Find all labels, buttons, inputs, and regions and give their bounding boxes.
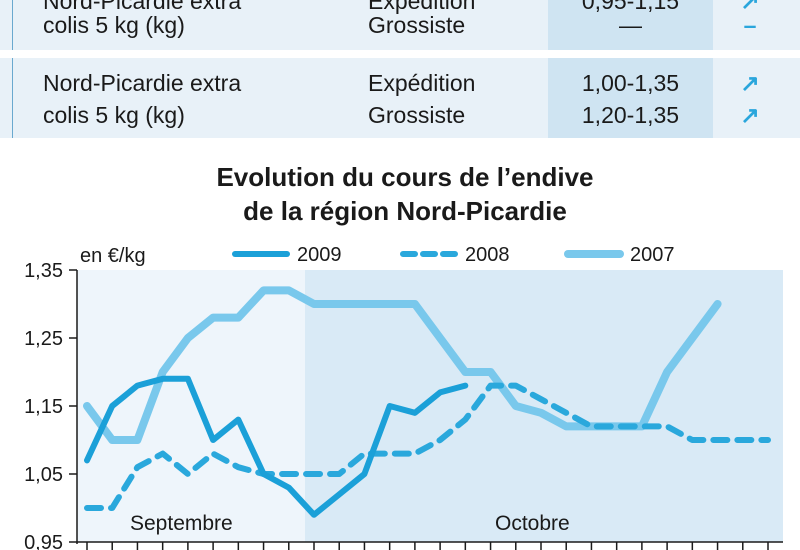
price-range-column: 1,00-1,35 1,20-1,35 — [548, 58, 713, 138]
chart-title-line-2: de la région Nord-Picardie — [243, 196, 567, 226]
stage-expedition: Expédition — [368, 70, 476, 96]
table-border — [12, 58, 13, 138]
legend-label-2009: 2009 — [297, 244, 342, 266]
product-pack: colis 5 kg (kg) — [43, 102, 185, 128]
month-label-september: Septembre — [130, 512, 233, 535]
stage-expedition: Expédition — [368, 0, 476, 14]
price-grossiste: — — [619, 12, 642, 38]
trend-up-icon: ↗ — [740, 102, 760, 128]
price-evolution-chart: 1,351,251,151,050,95 en €/kg 2009 2008 200… — [24, 244, 783, 550]
price-table-row-2: Nord-Picardie extra colis 5 kg (kg) Expé… — [0, 58, 800, 138]
month-label-october: Octobre — [495, 512, 570, 535]
series-line-2009 — [84, 375, 469, 518]
price-table-row-1: Nord-Picardie extra colis 5 kg (kg) Expé… — [0, 0, 800, 50]
plot-background-october — [305, 270, 783, 542]
y-tick-label: 1,15 — [24, 396, 63, 418]
price-grossiste: 1,20-1,35 — [581, 102, 680, 128]
y-tick-label: 1,35 — [24, 260, 63, 282]
price-expedition: 0,95-1,15 — [581, 0, 680, 14]
stage-grossiste: Grossiste — [368, 12, 466, 38]
y-tick-label: 0,95 — [24, 532, 63, 550]
price-expedition: 1,00-1,35 — [581, 70, 680, 96]
product-name: Nord-Picardie extra — [43, 70, 242, 96]
chart-title-line-1: Evolution du cours de l’endive — [216, 162, 594, 192]
legend-label-2007: 2007 — [630, 244, 675, 266]
product-name: Nord-Picardie extra — [43, 0, 242, 14]
legend-label-2008: 2008 — [465, 244, 510, 266]
ticks-layer: 1,35 1,25 1,15 1,05 0,95 — [24, 260, 769, 550]
table-border — [12, 0, 13, 50]
series-line-2008 — [84, 382, 771, 511]
series-layer — [83, 286, 771, 518]
y-tick-label: 1,25 — [24, 328, 63, 350]
price-range-column: 0,95-1,15 — — [548, 0, 713, 50]
trend-up-icon: ↗ — [740, 0, 760, 14]
stage-grossiste: Grossiste — [368, 102, 466, 128]
trend-flat-icon: – — [743, 12, 757, 38]
product-pack: colis 5 kg (kg) — [43, 12, 185, 38]
y-axis-unit-label: en €/kg — [80, 245, 146, 267]
y-tick-label: 1,05 — [24, 464, 63, 486]
chart-title: Evolution du cours de l’endive de la rég… — [0, 160, 800, 228]
trend-up-icon: ↗ — [740, 70, 760, 96]
legend: 2009 2008 2007 — [232, 244, 675, 266]
